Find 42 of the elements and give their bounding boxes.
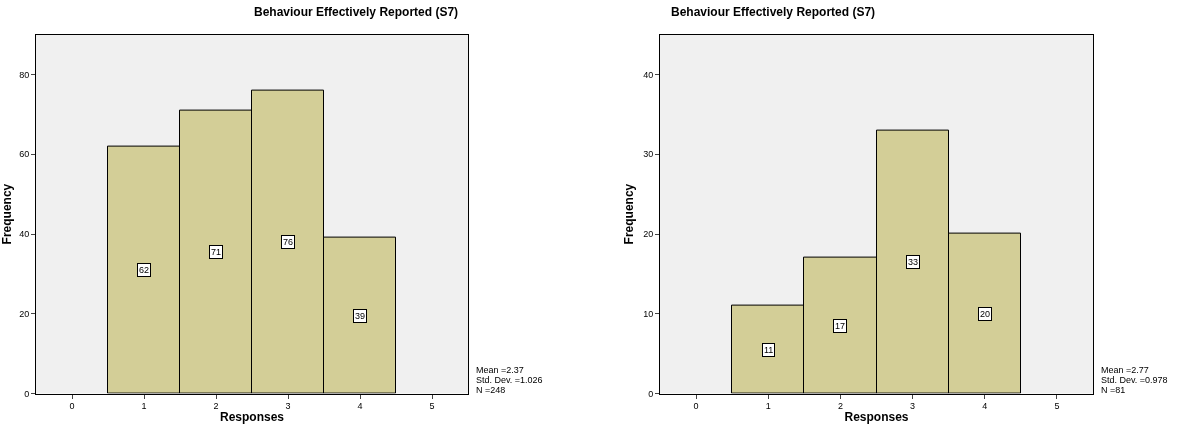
y-tick-label: 40 [19, 229, 30, 240]
data-label: 11 [764, 345, 774, 355]
y-tick-label: 80 [19, 69, 30, 80]
x-tick-label: 0 [69, 401, 75, 412]
x-tick-label: 5 [429, 401, 435, 412]
x-tick-label: 0 [693, 401, 699, 412]
y-tick-label: 20 [643, 229, 654, 240]
x-tick-label: 2 [837, 401, 843, 412]
text: Std. Dev. =0.978 [1101, 375, 1168, 385]
y-tick-label: 30 [643, 149, 654, 160]
x-tick-label: 2 [213, 401, 219, 412]
text: N =81 [1101, 385, 1126, 395]
x-tick-label: 3 [910, 401, 916, 412]
x-axis-title: Responses [844, 410, 909, 425]
y-tick-label: 10 [643, 308, 654, 319]
data-label: 39 [355, 311, 366, 321]
y-tick-label: 40 [643, 69, 654, 80]
y-tick-label: 60 [19, 149, 30, 160]
data-label: 71 [211, 247, 222, 257]
x-tick-label: 5 [1054, 401, 1060, 412]
data-label: 20 [980, 309, 991, 319]
y-axis-title: Frequency [622, 183, 637, 245]
data-label: 33 [908, 257, 919, 267]
y-axis-title: Frequency [0, 183, 14, 245]
text: Mean =2.77 [1101, 365, 1149, 375]
text: Mean =2.37 [476, 365, 524, 375]
x-tick-label: 4 [982, 401, 988, 412]
data-label: 62 [139, 265, 150, 275]
x-tick-label: 4 [357, 401, 363, 412]
chart-title: Behaviour Effectively Reported (S7) [254, 5, 459, 19]
y-tick-label: 0 [24, 388, 30, 399]
x-axis-title: Responses [219, 410, 285, 425]
y-tick-label: 0 [648, 388, 654, 399]
y-tick-label: 20 [19, 308, 30, 319]
data-label: 17 [835, 321, 846, 331]
chart-title: Behaviour Effectively Reported (S7) [671, 5, 876, 19]
text: N =248 [476, 385, 506, 395]
text: Std. Dev. =1.026 [476, 375, 543, 385]
x-tick-label: 3 [285, 401, 291, 412]
x-tick-label: 1 [141, 401, 147, 412]
data-label: 76 [283, 237, 294, 247]
x-tick-label: 1 [765, 401, 771, 412]
